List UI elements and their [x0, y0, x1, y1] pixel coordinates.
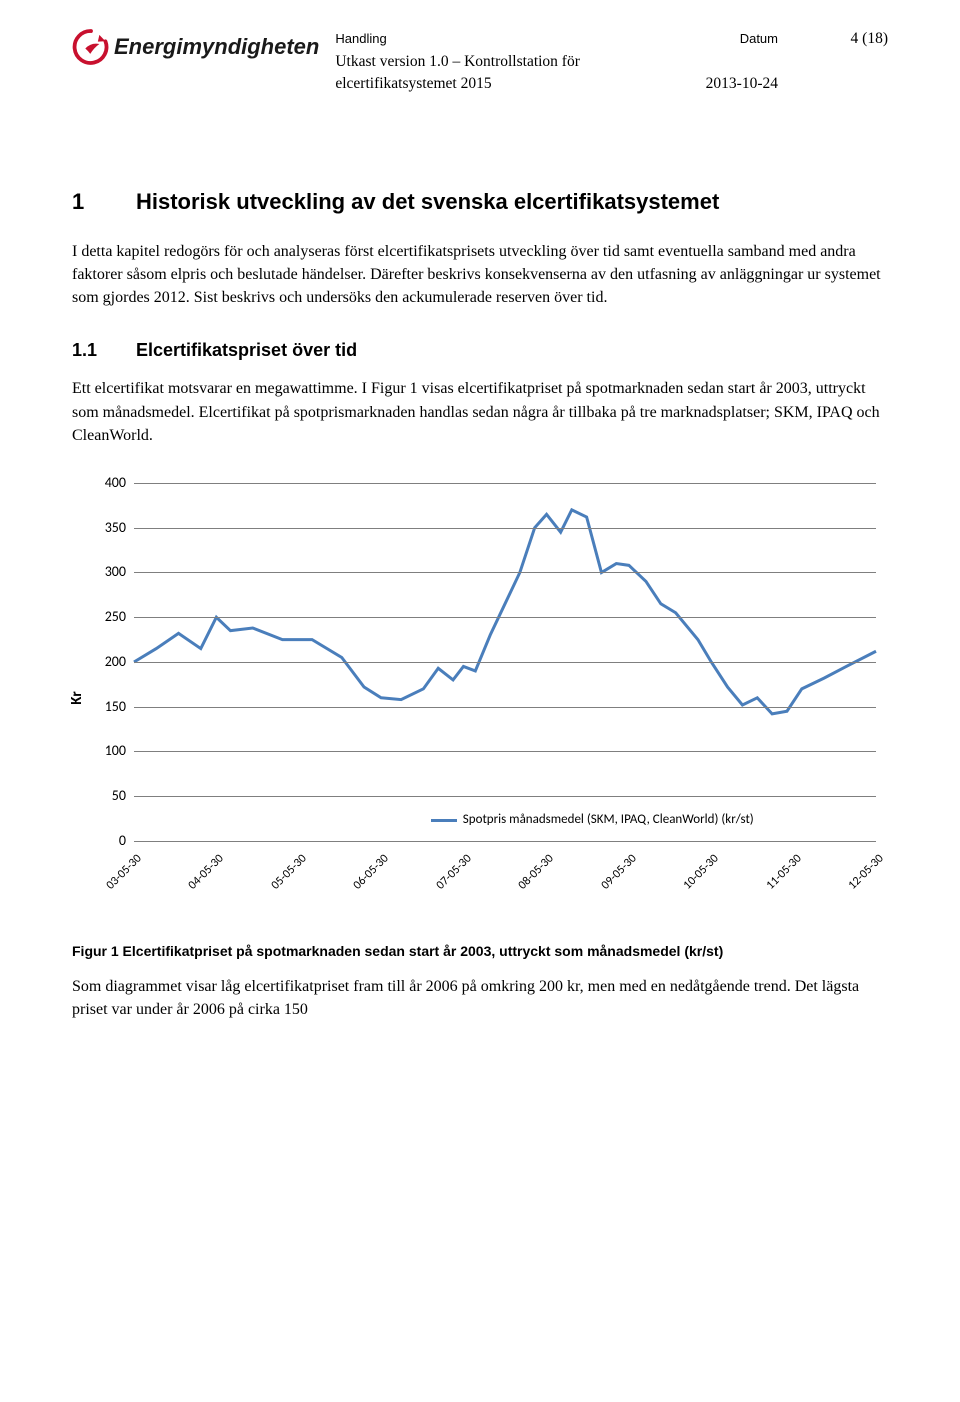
chart-series-line	[134, 510, 876, 714]
section-1-title: Historisk utveckling av det svenska elce…	[136, 186, 719, 218]
chart-gridline	[134, 841, 876, 842]
energimyndigheten-logo-icon	[72, 28, 110, 66]
chart-x-tick-label: 07-05-30	[433, 851, 476, 894]
chart-y-tick-label: 400	[86, 473, 126, 493]
chart-gridline	[134, 483, 876, 484]
chart-gridline	[134, 751, 876, 752]
chart-x-tick-label: 12-05-30	[845, 851, 888, 894]
section-1-paragraph: I detta kapitel redogörs för och analyse…	[72, 240, 888, 310]
trailing-paragraph: Som diagrammet visar låg elcertifikatpri…	[72, 975, 888, 1021]
chart-x-tick-label: 09-05-30	[598, 851, 641, 894]
chart-y-tick-label: 300	[86, 562, 126, 582]
handling-label: Handling	[335, 30, 386, 49]
chart-gridline	[134, 707, 876, 708]
section-1-1-number: 1.1	[72, 337, 136, 363]
chart-gridline	[134, 662, 876, 663]
header-meta: Handling Datum Utkast version 1.0 – Kont…	[335, 28, 888, 96]
section-1-number: 1	[72, 186, 136, 218]
doc-title-line1: Utkast version 1.0 – Kontrollstation för	[335, 51, 888, 73]
figure-1-caption: Figur 1 Elcertifikatpriset på spotmarkna…	[72, 941, 888, 961]
chart-legend: Spotpris månadsmedel (SKM, IPAQ, CleanWo…	[431, 811, 754, 830]
page-number: 4 (18)	[851, 28, 888, 50]
logo-text: Energimyndigheten	[114, 31, 319, 63]
document-header: Energimyndigheten Handling Datum Utkast …	[72, 28, 888, 96]
doc-title-line2: elcertifikatsystemet 2015	[335, 73, 491, 95]
section-1-heading: 1 Historisk utveckling av det svenska el…	[72, 186, 888, 218]
chart-y-tick-label: 50	[86, 786, 126, 806]
chart-gridline	[134, 796, 876, 797]
chart-x-tick-label: 03-05-30	[103, 851, 146, 894]
chart-y-tick-label: 250	[86, 607, 126, 627]
spotpris-line-chart: Kr 050100150200250300350400Spotpris måna…	[72, 483, 888, 913]
chart-x-tick-label: 11-05-30	[763, 851, 806, 894]
chart-gridline	[134, 528, 876, 529]
datum-label: Datum	[740, 30, 778, 49]
chart-legend-label: Spotpris månadsmedel (SKM, IPAQ, CleanWo…	[463, 811, 754, 830]
section-1-1-heading: 1.1 Elcertifikatspriset över tid	[72, 337, 888, 363]
doc-date: 2013-10-24	[706, 73, 778, 95]
chart-x-tick-label: 08-05-30	[515, 851, 558, 894]
chart-x-tick-label: 06-05-30	[350, 851, 393, 894]
chart-y-tick-label: 350	[86, 517, 126, 537]
chart-y-tick-label: 0	[86, 831, 126, 851]
chart-legend-swatch	[431, 819, 457, 822]
chart-y-tick-label: 150	[86, 696, 126, 716]
chart-x-tick-label: 05-05-30	[268, 851, 311, 894]
chart-x-tick-label: 10-05-30	[680, 851, 723, 894]
chart-gridline	[134, 617, 876, 618]
chart-y-tick-label: 200	[86, 652, 126, 672]
chart-x-tick-label: 04-05-30	[185, 851, 228, 894]
chart-container: Kr 050100150200250300350400Spotpris måna…	[72, 483, 888, 913]
logo-block: Energimyndigheten	[72, 28, 319, 66]
chart-x-labels: 03-05-3004-05-3005-05-3006-05-3007-05-30…	[134, 845, 876, 913]
section-1-1-paragraph: Ett elcertifikat motsvarar en megawattim…	[72, 377, 888, 447]
chart-gridline	[134, 572, 876, 573]
chart-y-tick-label: 100	[86, 741, 126, 761]
section-1-1-title: Elcertifikatspriset över tid	[136, 337, 357, 363]
